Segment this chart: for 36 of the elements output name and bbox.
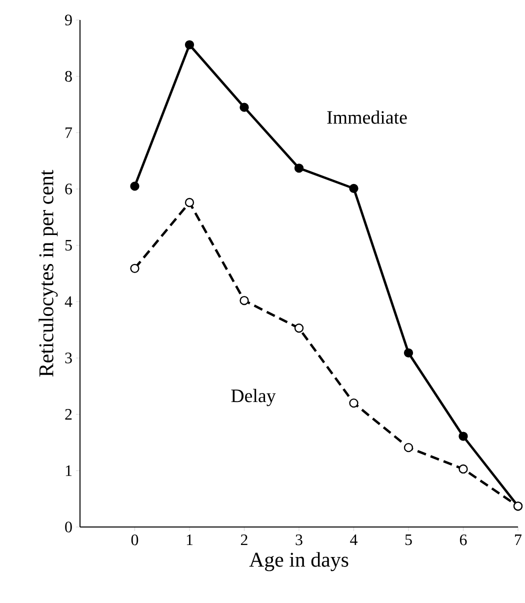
- y-tick-label: 9: [64, 14, 72, 26]
- y-tick-label: 8: [64, 70, 72, 82]
- point: [458, 464, 468, 474]
- point: [184, 40, 194, 50]
- point: [349, 398, 358, 408]
- x-tick-label: 7: [514, 534, 522, 545]
- text: Delay: [231, 388, 276, 406]
- y-tick-label: 6: [65, 184, 72, 194]
- y-tick-label: 2: [65, 409, 72, 420]
- x-tick-label: 1: [186, 534, 192, 546]
- text: Immediate: [327, 110, 407, 124]
- x-tick-label: 3: [296, 534, 302, 546]
- x-tick-label: 5: [405, 534, 412, 546]
- point: [130, 182, 140, 191]
- y-tick-label: 7: [65, 127, 72, 138]
- y-axis-title: Reticulocytes in per cent: [38, 170, 58, 377]
- point: [404, 442, 413, 452]
- y-tick-label: 3: [65, 352, 72, 364]
- y-tick-label: 0: [64, 522, 72, 532]
- point: [349, 184, 358, 194]
- point: [404, 348, 413, 358]
- x-tick-label: 0: [131, 534, 138, 546]
- x-tick-label: 2: [240, 534, 248, 546]
- x-tick-label: 6: [460, 534, 467, 546]
- point: [240, 102, 249, 112]
- y-tick-label: 1: [66, 465, 72, 476]
- point: [184, 198, 194, 208]
- point: [294, 324, 304, 333]
- y-tick-label: 5: [65, 240, 72, 251]
- point: [294, 164, 304, 173]
- point: [130, 264, 140, 274]
- point: [458, 432, 468, 441]
- x-tick-label: 4: [350, 534, 358, 545]
- x-axis-title: Age in days: [249, 552, 348, 572]
- point: [240, 296, 249, 306]
- y-tick-label: 4: [64, 296, 72, 307]
